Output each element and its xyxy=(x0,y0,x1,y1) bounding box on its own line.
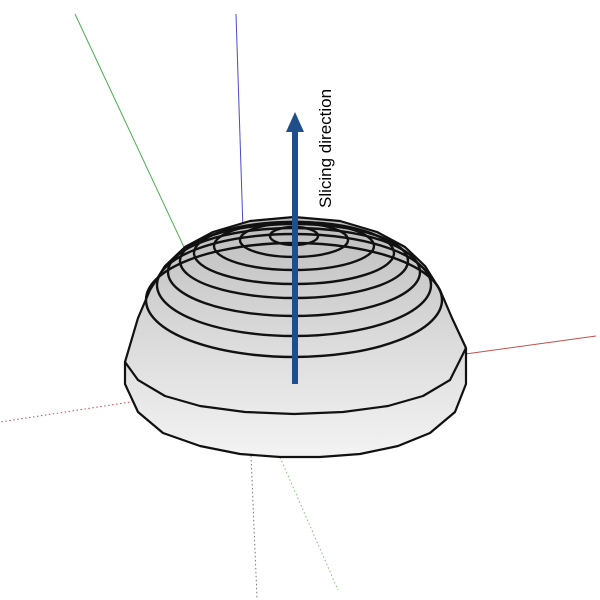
axis-x-red-dotted xyxy=(0,383,249,423)
slicing-arrow xyxy=(286,112,304,384)
arrow-head xyxy=(286,112,304,132)
base-rim xyxy=(124,347,467,416)
arrow-label: Slicing direction xyxy=(316,89,335,208)
